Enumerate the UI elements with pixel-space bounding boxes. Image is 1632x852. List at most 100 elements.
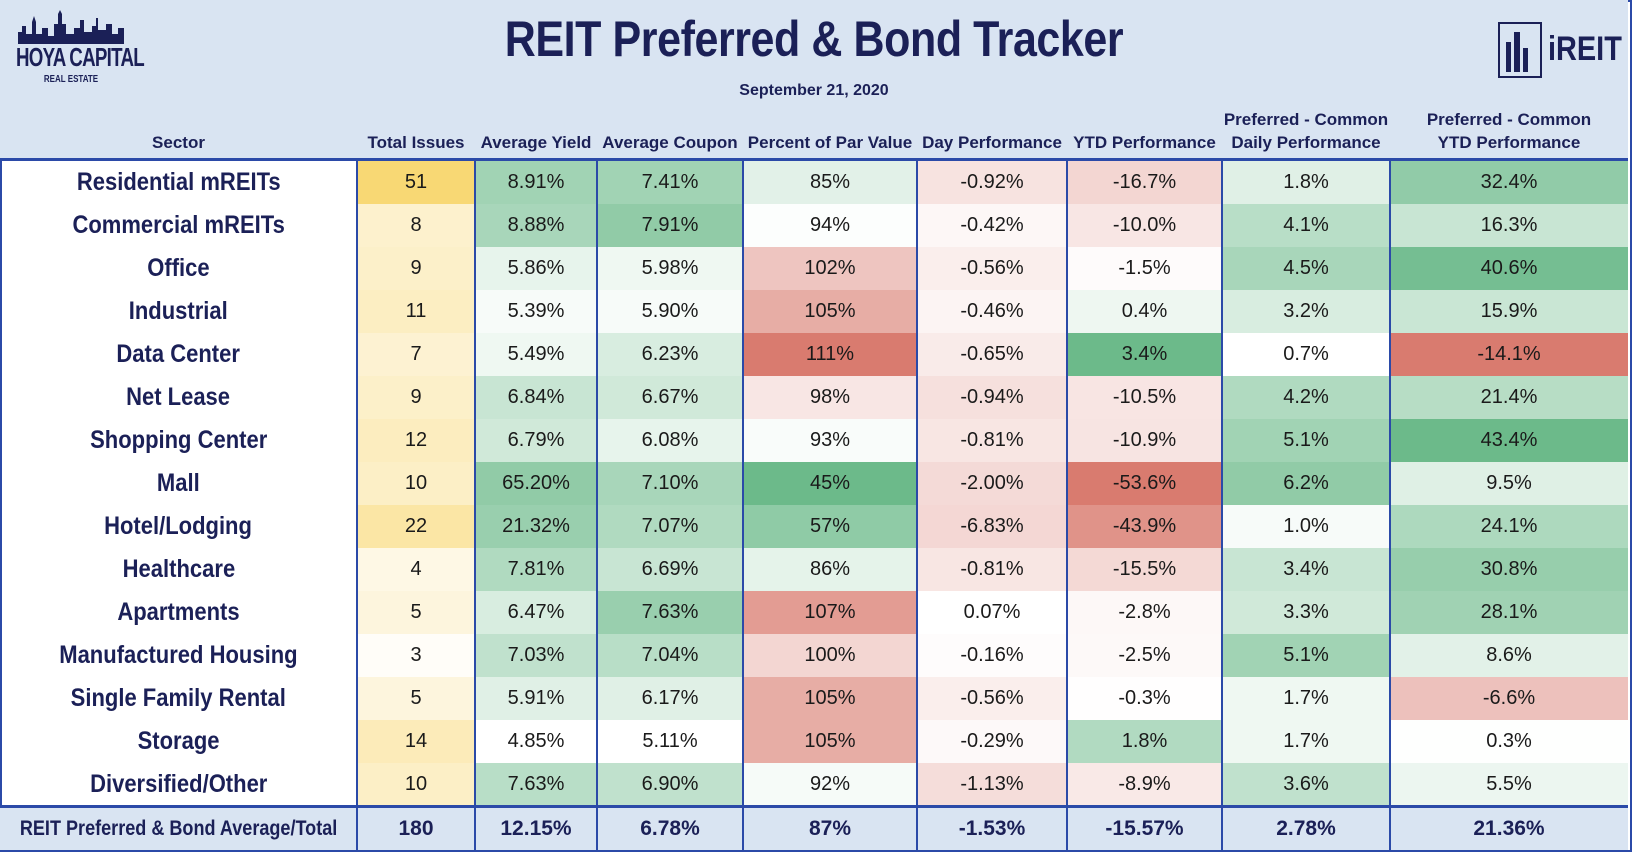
cell-coupon: 7.04% <box>597 634 743 677</box>
cell-ytd: -10.9% <box>1067 419 1222 462</box>
column-header-coupon: Average Coupon <box>597 131 743 154</box>
cell-pc_daily: 1.8% <box>1222 161 1390 204</box>
building-icon <box>1498 22 1542 78</box>
sector-label: Manufactured Housing <box>0 634 357 677</box>
cell-issues: 5 <box>357 677 475 720</box>
cell-ytd: -2.5% <box>1067 634 1222 677</box>
hoya-capital-wordmark: HOYA CAPITAL <box>16 42 145 72</box>
cell-ytd: -53.6% <box>1067 462 1222 505</box>
sector-label: Diversified/Other <box>0 763 357 806</box>
sector-label: Hotel/Lodging <box>0 505 357 548</box>
cell-day: -1.13% <box>917 763 1067 806</box>
cell-par: 105% <box>743 720 917 763</box>
cell-yield: 6.84% <box>475 376 597 419</box>
sector-label: Industrial <box>0 290 357 333</box>
cell-coupon: 6.08% <box>597 419 743 462</box>
page-title: REIT Preferred & Bond Tracker <box>504 11 1124 67</box>
cell-coupon: 7.07% <box>597 505 743 548</box>
cell-pc_daily: 4.2% <box>1222 376 1390 419</box>
column-divider <box>474 160 476 850</box>
cell-par: 105% <box>743 290 917 333</box>
footer-cell-coupon: 6.78% <box>597 808 743 850</box>
cell-coupon: 5.11% <box>597 720 743 763</box>
cell-ytd: -10.5% <box>1067 376 1222 419</box>
column-header-yield: Average Yield <box>475 131 597 154</box>
cell-day: -0.56% <box>917 677 1067 720</box>
cell-yield: 7.63% <box>475 763 597 806</box>
sector-label-text: Healthcare <box>122 555 235 583</box>
column-divider <box>1221 160 1223 850</box>
cell-pc_ytd: -6.6% <box>1390 677 1628 720</box>
ireit-wordmark: iREIT <box>1548 30 1622 68</box>
cell-pc_daily: 0.7% <box>1222 333 1390 376</box>
cell-par: 105% <box>743 677 917 720</box>
footer-cell-pc_daily: 2.78% <box>1222 808 1390 850</box>
cell-coupon: 7.91% <box>597 204 743 247</box>
cell-issues: 11 <box>357 290 475 333</box>
cell-issues: 5 <box>357 591 475 634</box>
cell-day: -0.92% <box>917 161 1067 204</box>
cell-pc_daily: 3.6% <box>1222 763 1390 806</box>
cell-issues: 9 <box>357 247 475 290</box>
cell-yield: 21.32% <box>475 505 597 548</box>
cell-day: -0.46% <box>917 290 1067 333</box>
column-header-pc_daily: Preferred - Common Daily Performance <box>1222 108 1390 154</box>
cell-issues: 12 <box>357 419 475 462</box>
column-header-sector: Sector <box>0 131 357 154</box>
column-header-pc_ytd: Preferred - Common YTD Performance <box>1390 108 1628 154</box>
cell-pc_daily: 1.7% <box>1222 720 1390 763</box>
cell-pc_ytd: 32.4% <box>1390 161 1628 204</box>
cell-coupon: 5.98% <box>597 247 743 290</box>
cell-issues: 10 <box>357 763 475 806</box>
cell-day: -0.29% <box>917 720 1067 763</box>
cell-yield: 5.86% <box>475 247 597 290</box>
cell-pc_ytd: 9.5% <box>1390 462 1628 505</box>
cell-pc_ytd: 30.8% <box>1390 548 1628 591</box>
cell-pc_ytd: 21.4% <box>1390 376 1628 419</box>
column-header-par: Percent of Par Value <box>743 131 917 154</box>
footer-cell-text: REIT Preferred & Bond Average/Total <box>19 817 338 840</box>
sector-label-text: Mall <box>157 469 200 497</box>
cell-pc_ytd: 5.5% <box>1390 763 1628 806</box>
sector-label-text: Manufactured Housing <box>59 641 298 669</box>
cell-yield: 5.39% <box>475 290 597 333</box>
cell-coupon: 7.10% <box>597 462 743 505</box>
cell-ytd: -0.3% <box>1067 677 1222 720</box>
cell-yield: 7.81% <box>475 548 597 591</box>
cell-yield: 65.20% <box>475 462 597 505</box>
cell-coupon: 6.67% <box>597 376 743 419</box>
footer-cell-issues: 180 <box>357 808 475 850</box>
column-header-text: Day Performance <box>922 133 1062 152</box>
column-header-text: Preferred - Common <box>1223 110 1389 129</box>
sector-label-text: Apartments <box>117 598 240 626</box>
cell-coupon: 6.69% <box>597 548 743 591</box>
footer-band <box>0 808 1628 850</box>
cell-issues: 4 <box>357 548 475 591</box>
cell-ytd: 0.4% <box>1067 290 1222 333</box>
cell-par: 98% <box>743 376 917 419</box>
cell-yield: 5.49% <box>475 333 597 376</box>
cell-yield: 6.79% <box>475 419 597 462</box>
real-estate-wordmark: REAL ESTATE <box>43 74 99 85</box>
cell-day: -2.00% <box>917 462 1067 505</box>
cell-ytd: -8.9% <box>1067 763 1222 806</box>
sector-label: Shopping Center <box>0 419 357 462</box>
cell-yield: 6.47% <box>475 591 597 634</box>
cell-pc_daily: 4.1% <box>1222 204 1390 247</box>
hoya-capital-logo: HOYA CAPITAL REAL ESTATE <box>16 10 145 90</box>
sector-label: Data Center <box>0 333 357 376</box>
cell-pc_ytd: 43.4% <box>1390 419 1628 462</box>
footer-cell-text: -1.53% <box>958 817 1026 840</box>
sector-label-text: Net Lease <box>126 383 231 411</box>
cell-ytd: 1.8% <box>1067 720 1222 763</box>
cell-coupon: 6.23% <box>597 333 743 376</box>
cell-pc_daily: 5.1% <box>1222 634 1390 677</box>
cell-issues: 14 <box>357 720 475 763</box>
cell-day: -6.83% <box>917 505 1067 548</box>
cell-pc_ytd: 0.3% <box>1390 720 1628 763</box>
column-header-text: Total Issues <box>367 133 465 152</box>
column-divider <box>1389 160 1391 850</box>
column-header-day: Day Performance <box>917 131 1067 154</box>
cell-day: -0.56% <box>917 247 1067 290</box>
cell-ytd: -2.8% <box>1067 591 1222 634</box>
